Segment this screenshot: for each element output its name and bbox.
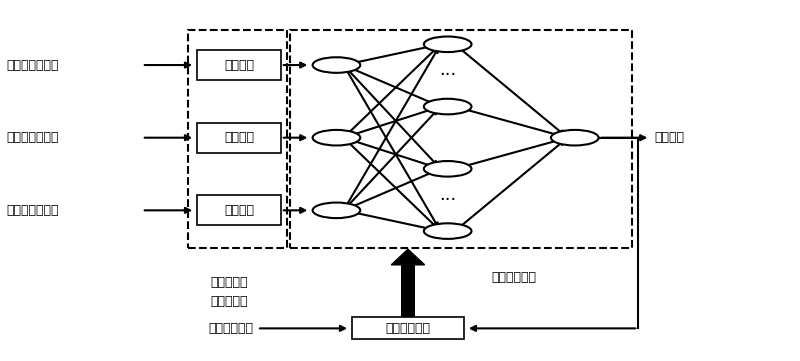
Text: 数据融合与: 数据融合与 <box>210 277 248 290</box>
Text: 风速传感器信号: 风速传感器信号 <box>6 204 59 217</box>
Circle shape <box>424 99 471 114</box>
Text: 归一化处理: 归一化处理 <box>210 295 248 308</box>
Text: 结冰现场信号: 结冰现场信号 <box>208 322 253 335</box>
Bar <box>198 123 281 153</box>
Text: 湿度采集: 湿度采集 <box>224 131 254 144</box>
Bar <box>352 317 463 339</box>
Text: 温度采集: 温度采集 <box>224 58 254 71</box>
Polygon shape <box>391 249 425 265</box>
Bar <box>401 265 415 317</box>
Text: ···: ··· <box>439 66 456 84</box>
Circle shape <box>313 130 360 145</box>
Text: 温度传感器信号: 温度传感器信号 <box>6 58 59 71</box>
Text: 风速采集: 风速采集 <box>224 204 254 217</box>
Bar <box>198 195 281 225</box>
Text: 结冰信号: 结冰信号 <box>654 131 684 144</box>
Bar <box>198 50 281 80</box>
Circle shape <box>551 130 598 145</box>
Circle shape <box>424 161 471 177</box>
Text: 模型修正信号: 模型修正信号 <box>491 271 536 284</box>
Circle shape <box>424 223 471 239</box>
Text: 离线模型修正: 离线模型修正 <box>386 322 430 335</box>
Circle shape <box>313 57 360 73</box>
Circle shape <box>424 36 471 52</box>
Bar <box>188 30 287 248</box>
Bar <box>290 30 632 248</box>
Circle shape <box>313 203 360 218</box>
Text: ···: ··· <box>439 191 456 209</box>
Text: 湿度传感器信号: 湿度传感器信号 <box>6 131 59 144</box>
